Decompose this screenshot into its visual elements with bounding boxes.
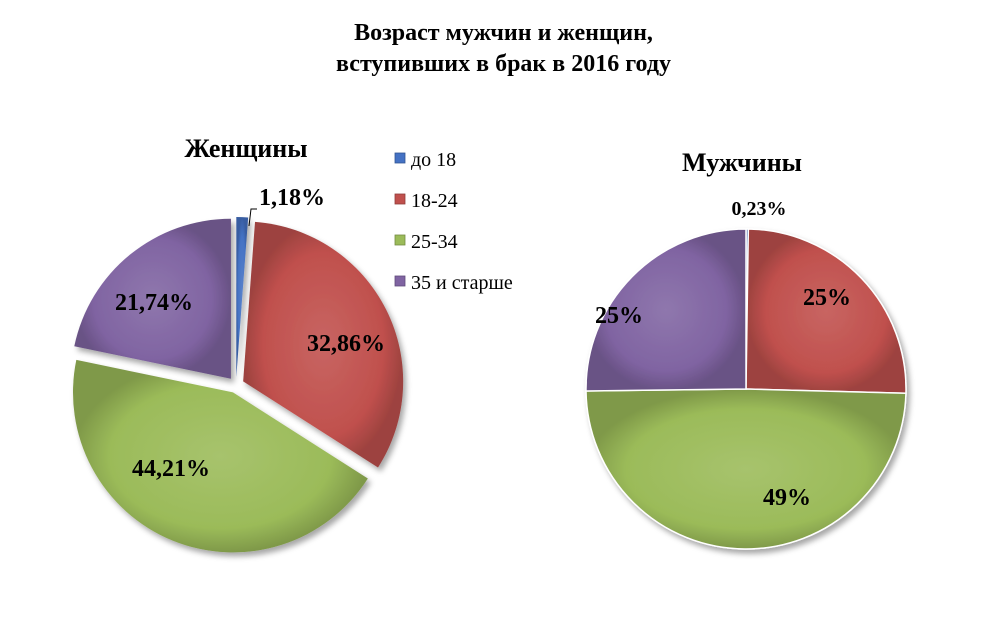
legend-item: 18-24 [411,190,458,212]
chart-title: Возраст мужчин и женщин, вступивших в бр… [0,18,1007,80]
data-label: 25% [595,303,643,329]
data-label: 1,18% [259,185,325,211]
pie-slice-35-и-старше [585,228,747,392]
chart-title-line-2: вступивших в брак в 2016 году [336,51,671,77]
pie-slice-до-18 [236,217,249,378]
pie-0 [72,217,404,553]
pie-slice-25-34 [72,359,368,553]
pie-title: Женщины [184,134,307,163]
legend-swatch [394,234,406,246]
pie-title: Мужчины [682,148,802,177]
data-label: 0,23% [732,198,787,220]
pie-slice-35-и-старше [74,218,231,379]
legend-item: 25-34 [411,231,458,253]
leader-line [248,208,257,227]
chart-title-line-1: Возраст мужчин и женщин, [354,20,653,46]
legend-item: до 18 [411,149,456,171]
pie-slice-18-24 [243,221,404,468]
data-label: 25% [803,285,851,311]
legend-swatch [394,152,406,164]
legend-swatch [394,275,406,287]
legend: до 18 18-24 25-34 35 и старше [394,149,513,294]
pie-slice-18-24 [745,228,907,395]
pie-1 [585,228,907,550]
pie-slice-25-34 [585,388,907,550]
data-label: 32,86% [307,331,385,357]
data-label: 49% [763,485,811,511]
legend-swatch [394,193,406,205]
data-label: 44,21% [132,456,210,482]
data-label: 21,74% [115,290,193,316]
legend-item: 35 и старше [411,272,513,294]
